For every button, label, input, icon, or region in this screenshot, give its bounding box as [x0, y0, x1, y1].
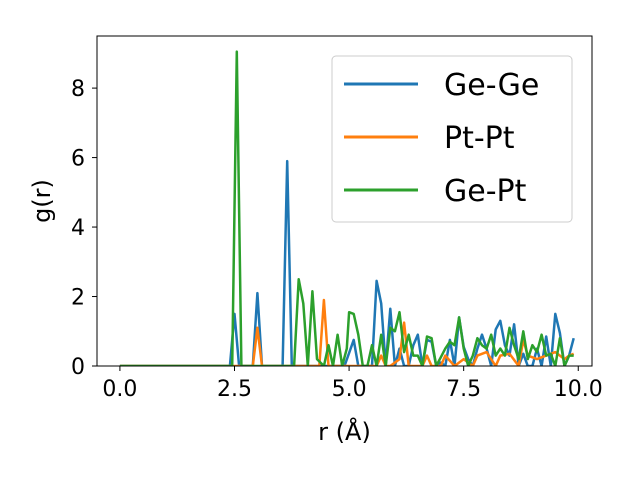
y-tick-label: 2	[71, 286, 85, 311]
y-tick-label: 6	[71, 147, 85, 172]
x-tick-label: 2.5	[217, 377, 252, 402]
y-tick-label: 8	[71, 77, 85, 102]
legend-box	[331, 55, 573, 223]
x-tick-label: 5.0	[332, 377, 367, 402]
series-line-ge-ge	[119, 159, 575, 366]
legend-label-ge-ge: Ge-Ge	[444, 68, 539, 103]
x-axis: 0.0 2.5 5.0 7.5 10.0	[102, 366, 603, 402]
series-line-ge-pt	[119, 50, 574, 366]
x-tick-label: 0.0	[102, 377, 137, 402]
x-axis-label: r (Å)	[318, 417, 371, 446]
y-axis-label: g(r)	[28, 179, 56, 223]
legend: Ge-Ge Pt-Pt Ge-Pt	[331, 55, 573, 223]
y-axis: 0 2 4 6 8	[71, 77, 97, 380]
axes-frame	[96, 35, 593, 367]
legend-label-pt-pt: Pt-Pt	[444, 121, 515, 156]
legend-label-ge-pt: Ge-Pt	[444, 174, 527, 209]
x-tick-label: 7.5	[446, 377, 481, 402]
y-tick-label: 0	[71, 355, 85, 380]
series-layer	[119, 50, 575, 366]
x-tick-label: 10.0	[554, 377, 603, 402]
y-tick-label: 4	[71, 216, 85, 241]
